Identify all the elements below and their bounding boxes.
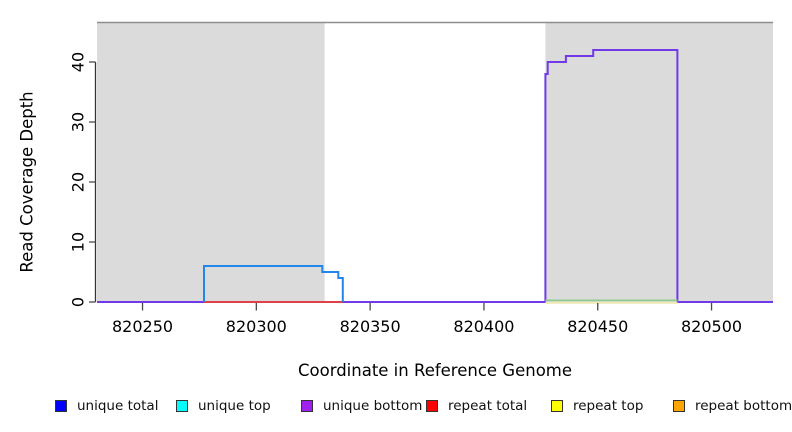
legend-swatch-icon xyxy=(301,400,313,412)
legend-label: unique top xyxy=(198,398,271,414)
legend-swatch-icon xyxy=(673,400,685,412)
shaded-region-left xyxy=(97,22,325,302)
y-tick-label: 10 xyxy=(69,232,88,252)
shaded-region-right xyxy=(545,22,773,302)
y-tick-label: 20 xyxy=(69,172,88,192)
legend-swatch-icon xyxy=(426,400,438,412)
legend-swatch-icon xyxy=(55,400,67,412)
legend-label: unique bottom xyxy=(323,398,423,414)
x-tick-label: 820250 xyxy=(112,317,173,336)
x-tick-label: 820500 xyxy=(681,317,742,336)
x-tick-label: 820400 xyxy=(453,317,514,336)
x-axis-title: Coordinate in Reference Genome xyxy=(298,361,572,380)
y-axis-title: Read Coverage Depth xyxy=(18,91,37,272)
legend-swatch-icon xyxy=(176,400,188,412)
x-tick-label: 820350 xyxy=(340,317,401,336)
legend-item-unique-top: unique top xyxy=(176,397,271,415)
legend-item-repeat-total: repeat total xyxy=(426,397,527,415)
legend-item-unique-total: unique total xyxy=(55,397,158,415)
legend-label: repeat total xyxy=(448,398,528,414)
legend-swatch-icon xyxy=(551,400,563,412)
x-tick-label: 820450 xyxy=(567,317,628,336)
plot-area: 0 10 20 30 40 820250 820300 820350 820400 820450 8… xyxy=(18,21,773,380)
series-4-line xyxy=(203,265,344,302)
legend-label: unique total xyxy=(77,398,159,414)
y-tick-label: 40 xyxy=(69,52,88,72)
y-tick-label: 30 xyxy=(69,112,88,132)
legend: unique total unique top unique bottom repea… xyxy=(0,397,792,419)
legend-item-repeat-top: repeat top xyxy=(551,397,643,415)
legend-item-unique-bottom: unique bottom xyxy=(301,397,422,415)
x-tick-label: 820300 xyxy=(226,317,287,336)
y-tick-label: 0 xyxy=(69,297,88,307)
legend-item-repeat-bottom: repeat bottom xyxy=(673,397,792,415)
series-0-line xyxy=(97,49,773,303)
legend-label: repeat bottom xyxy=(695,398,792,414)
legend-label: repeat top xyxy=(573,398,644,414)
